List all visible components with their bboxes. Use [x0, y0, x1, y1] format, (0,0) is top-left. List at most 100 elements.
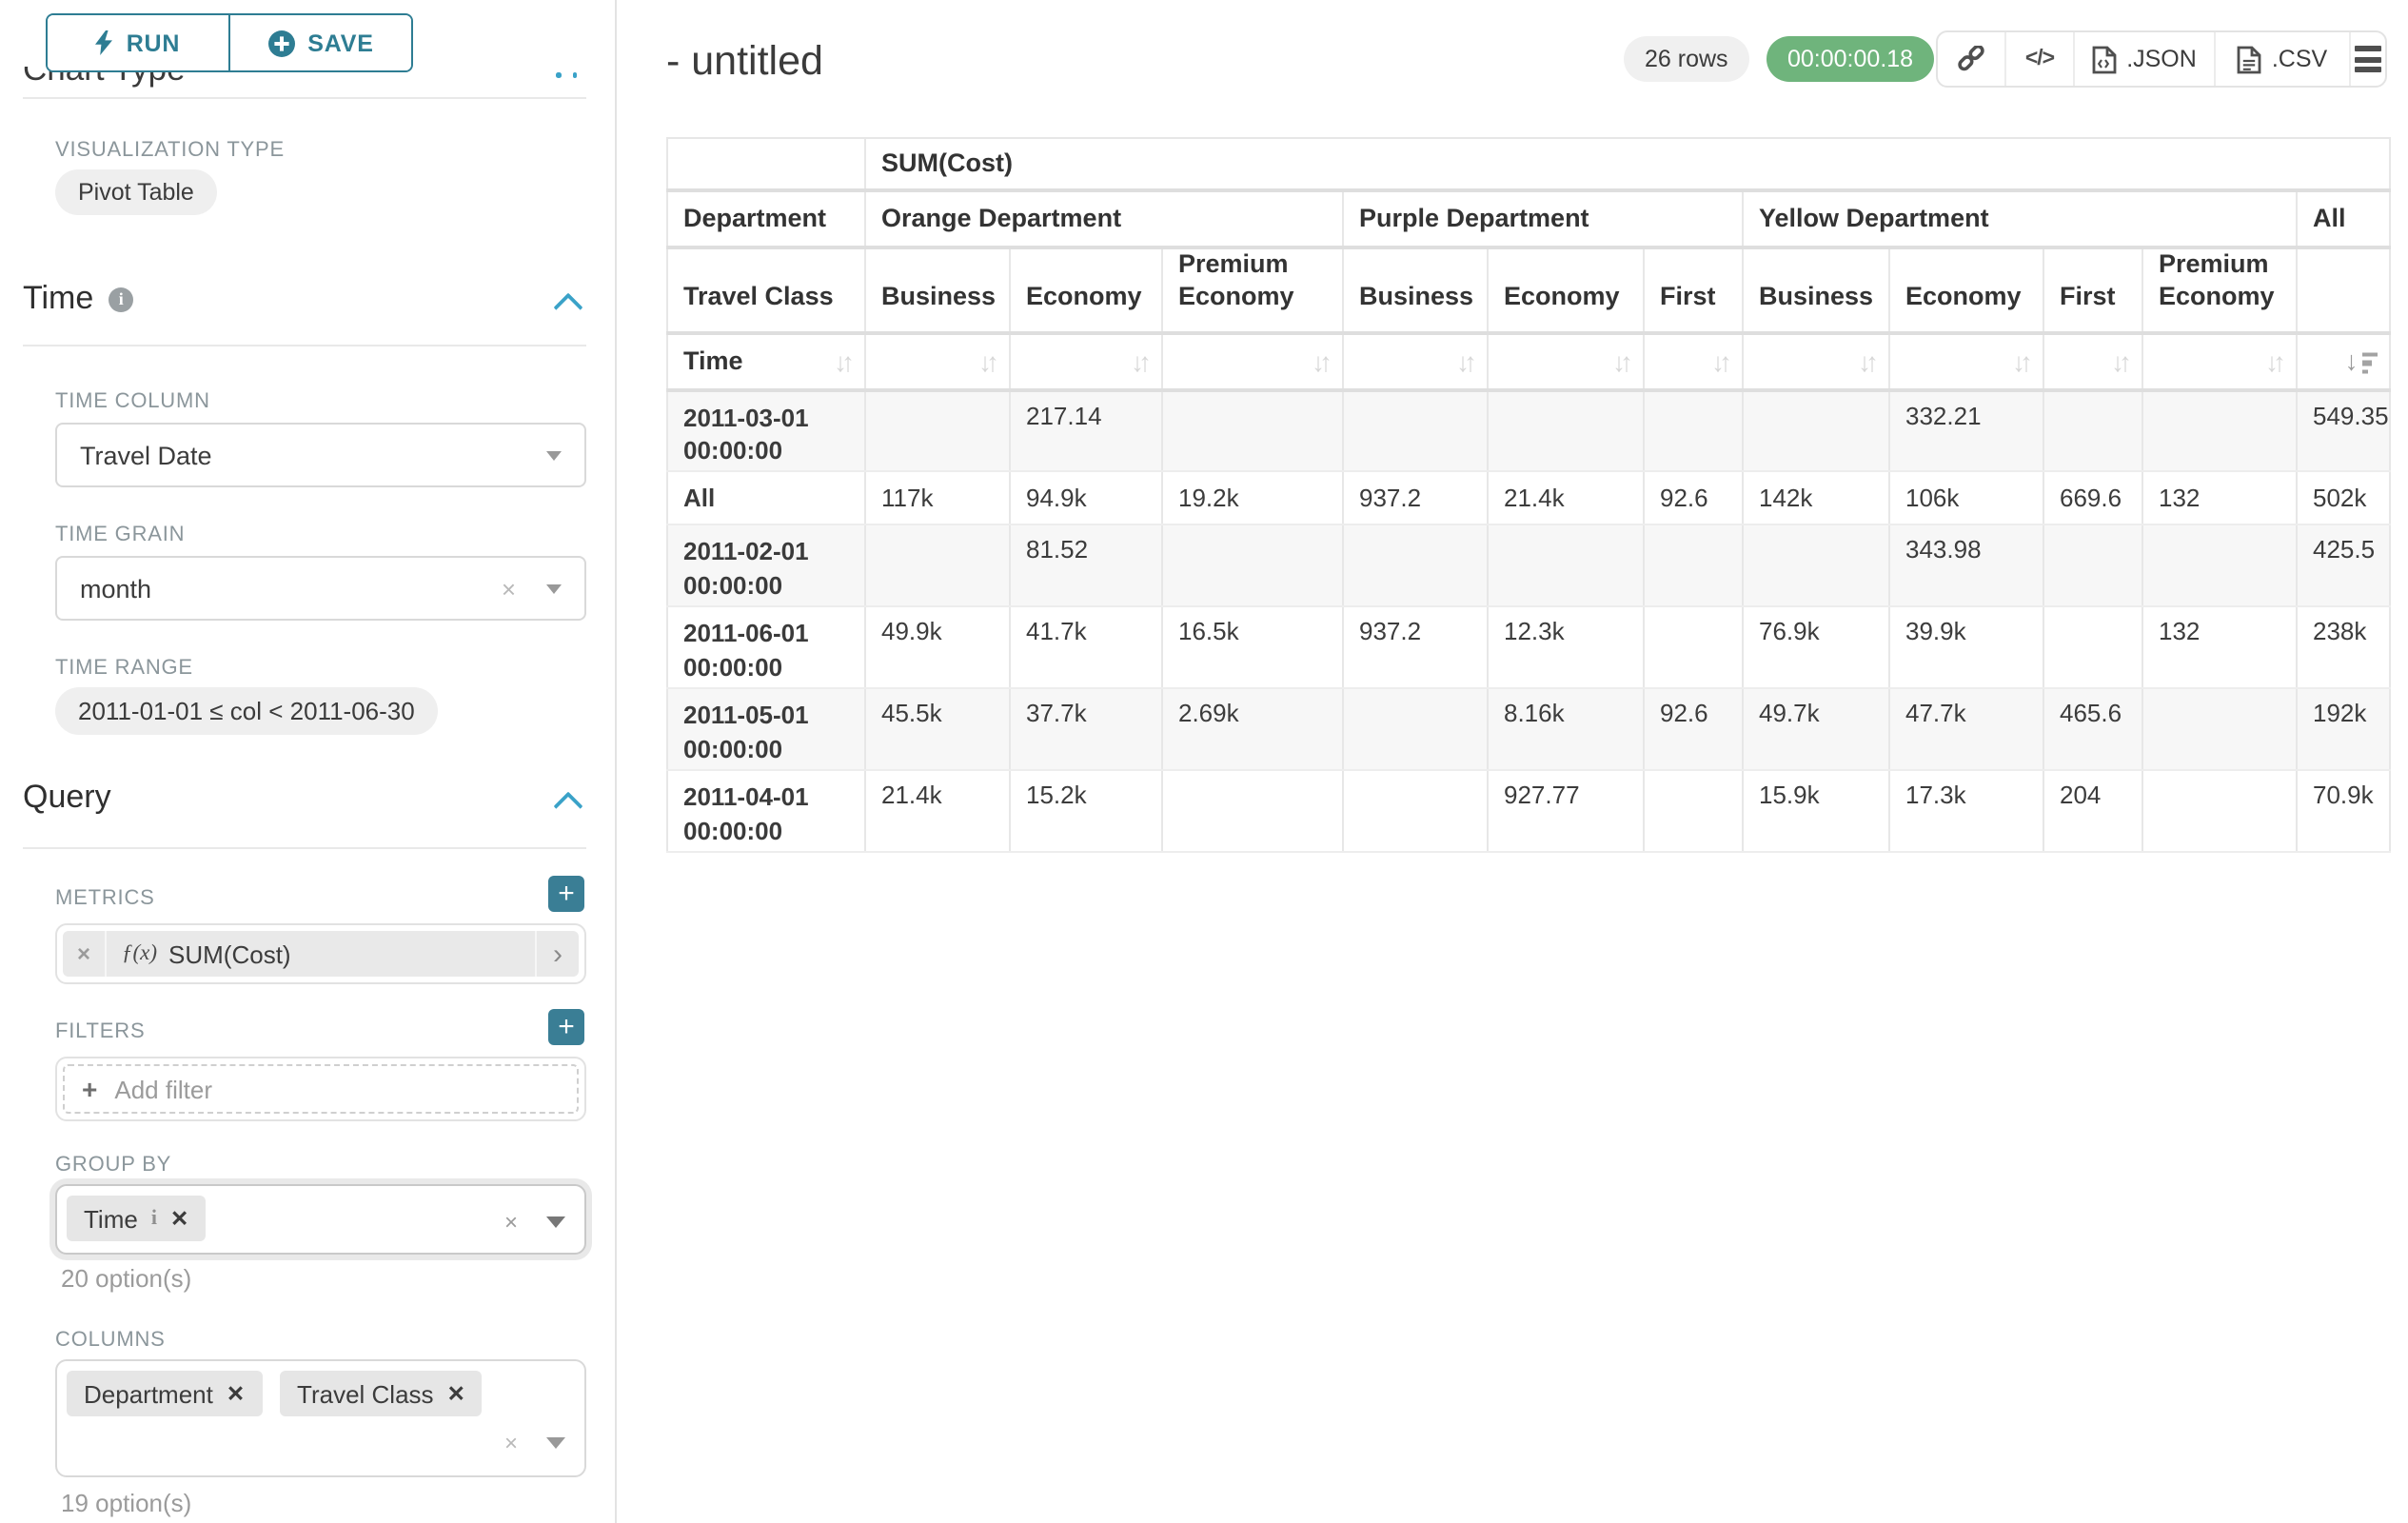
export-json-button[interactable]: .JSON	[2073, 32, 2214, 86]
file-code-icon	[2092, 45, 2117, 73]
travel-class-header: Economy	[1889, 247, 2043, 332]
chart-title[interactable]: - untitled	[666, 38, 823, 86]
column-sort-header[interactable]: ↓↑	[1743, 332, 1889, 389]
time-axis-sort-header[interactable]: Time↓↑	[667, 332, 865, 389]
row-header-time: 2011-05-0100:00:00	[667, 688, 865, 770]
pivot-value-cell: 217.14	[1010, 389, 1162, 471]
add-filter-plus-button[interactable]: +	[548, 1009, 584, 1045]
sort-toggle-icon[interactable]: ↓↑	[1131, 346, 1152, 376]
column-sort-header[interactable]: ↓↑	[1162, 332, 1343, 389]
collapse-chevron-icon[interactable]	[558, 291, 579, 312]
pivot-value-cell: 425.5	[2297, 524, 2390, 606]
pivot-value-cell: 49.9k	[865, 606, 1010, 688]
sort-toggle-icon[interactable]: ↓↑	[1312, 346, 1332, 376]
sort-toggle-icon[interactable]: ↓↑	[978, 346, 999, 376]
remove-tag-icon[interactable]: ✕	[170, 1205, 188, 1232]
query-section-header[interactable]: Query	[23, 779, 111, 817]
add-metric-button[interactable]: +	[548, 876, 584, 912]
column-sort-header[interactable]: ↓↑	[1010, 332, 1162, 389]
pivot-value-cell: 94.9k	[1010, 471, 1162, 524]
remove-tag-icon[interactable]: ✕	[447, 1380, 465, 1407]
pivot-value-cell	[1743, 524, 1889, 606]
column-sort-header[interactable]: ↓↑	[1488, 332, 1644, 389]
corner-cell	[667, 138, 865, 189]
sort-toggle-icon[interactable]: ↓↑	[2012, 346, 2033, 376]
pivot-value-cell	[1343, 770, 1488, 852]
clear-icon[interactable]: ×	[502, 576, 516, 601]
time-grain-select[interactable]: month ×	[55, 556, 586, 621]
code-icon: </>	[2025, 48, 2054, 70]
pivot-value-cell: 204	[2043, 770, 2142, 852]
group-by-tag-time[interactable]: Time i ✕	[67, 1196, 206, 1241]
column-sort-header[interactable]: ↓↑	[1343, 332, 1488, 389]
save-button[interactable]: SAVE	[230, 15, 411, 70]
sort-toggle-icon[interactable]: ↓↑	[1858, 346, 1879, 376]
chart-type-collapse-chevron-clipped[interactable]	[556, 72, 577, 77]
columns-select[interactable]: Department ✕ Travel Class ✕ ×	[55, 1359, 586, 1477]
view-query-button[interactable]: </>	[2004, 32, 2073, 86]
more-options-button[interactable]	[2349, 32, 2385, 86]
pivot-value-cell	[1488, 389, 1644, 471]
sort-toggle-icon[interactable]: ↓↑	[1711, 346, 1732, 376]
pivot-value-cell	[1162, 770, 1343, 852]
export-csv-button[interactable]: .CSV	[2214, 32, 2349, 86]
column-sort-header[interactable]: ↓↑	[2043, 332, 2142, 389]
travel-class-header: Business	[1343, 247, 1488, 332]
pivot-value-cell: 15.9k	[1743, 770, 1889, 852]
columns-tag-department[interactable]: Department ✕	[67, 1371, 262, 1416]
metric-pill[interactable]: × ƒ(x) SUM(Cost) ›	[63, 931, 579, 977]
columns-tag-travel-class[interactable]: Travel Class ✕	[280, 1371, 483, 1416]
sort-descending-active-icon[interactable]: ↓	[2345, 348, 2378, 374]
sort-toggle-icon[interactable]: ↓↑	[1456, 346, 1477, 376]
time-column-select[interactable]: Travel Date	[55, 423, 586, 487]
pivot-value-cell	[1488, 524, 1644, 606]
export-csv-label: .CSV	[2272, 46, 2327, 72]
pivot-value-cell: 92.6	[1644, 688, 1743, 770]
add-filter-button[interactable]: + Add filter	[63, 1064, 579, 1114]
column-sort-header[interactable]: ↓	[2297, 332, 2390, 389]
visualization-type-value[interactable]: Pivot Table	[55, 169, 217, 215]
tag-label: Time	[84, 1204, 138, 1233]
sort-toggle-icon[interactable]: ↓↑	[834, 346, 855, 376]
time-section-header[interactable]: Time i	[23, 280, 133, 318]
department-group-header: All	[2297, 189, 2390, 247]
pivot-value-cell	[865, 389, 1010, 471]
group-by-select[interactable]: Time i ✕ ×	[55, 1184, 586, 1255]
remove-tag-icon[interactable]: ✕	[227, 1380, 245, 1407]
pivot-value-cell: 2.69k	[1162, 688, 1343, 770]
copy-link-button[interactable]	[1938, 32, 2004, 86]
group-by-label: GROUP BY	[55, 1154, 171, 1177]
sort-toggle-icon[interactable]: ↓↑	[2265, 346, 2286, 376]
run-button[interactable]: RUN	[48, 15, 230, 70]
pivot-value-cell: 16.5k	[1162, 606, 1343, 688]
column-sort-header[interactable]: ↓↑	[2142, 332, 2297, 389]
collapse-chevron-icon[interactable]	[558, 790, 579, 811]
pivot-value-cell: 132	[2142, 471, 2297, 524]
chevron-right-icon[interactable]: ›	[535, 931, 579, 977]
visualization-type-label: VISUALIZATION TYPE	[55, 139, 285, 162]
filters-box: + Add filter	[55, 1057, 586, 1121]
pivot-value-cell	[1644, 770, 1743, 852]
pivot-value-cell	[865, 524, 1010, 606]
row-header-time: 2011-06-0100:00:00	[667, 606, 865, 688]
pivot-row: 2011-04-0100:00:0021.4k15.2k927.7715.9k1…	[667, 770, 2390, 852]
save-button-label: SAVE	[307, 30, 373, 56]
column-sort-header[interactable]: ↓↑	[865, 332, 1010, 389]
metrics-label: METRICS	[55, 887, 155, 910]
remove-metric-icon[interactable]: ×	[63, 931, 107, 977]
sort-toggle-icon[interactable]: ↓↑	[2111, 346, 2132, 376]
pivot-value-cell	[2142, 524, 2297, 606]
sort-toggle-icon[interactable]: ↓↑	[1612, 346, 1633, 376]
pivot-value-cell	[1644, 389, 1743, 471]
pivot-value-cell	[1162, 389, 1343, 471]
column-sort-header[interactable]: ↓↑	[1644, 332, 1743, 389]
time-grain-label: TIME GRAIN	[55, 524, 185, 546]
row-header-time: All	[667, 471, 865, 524]
pivot-value-cell: 47.7k	[1889, 688, 2043, 770]
time-column-label: TIME COLUMN	[55, 390, 210, 413]
clear-icon[interactable]: ×	[504, 1211, 518, 1234]
column-sort-header[interactable]: ↓↑	[1889, 332, 2043, 389]
pivot-value-cell: 343.98	[1889, 524, 2043, 606]
clear-icon[interactable]: ×	[504, 1432, 518, 1454]
time-range-value[interactable]: 2011-01-01 ≤ col < 2011-06-30	[55, 687, 438, 735]
